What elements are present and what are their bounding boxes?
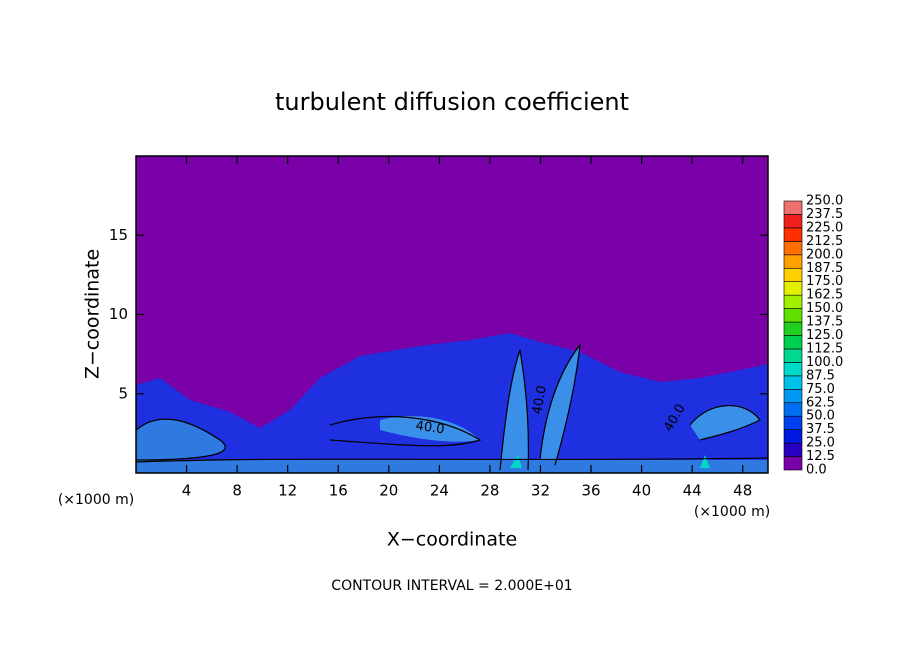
- x-tick-label: 16: [329, 482, 348, 500]
- x-unit-label: (×1000 m): [694, 504, 770, 520]
- field: [135, 156, 769, 473]
- contour-label: 40.0: [415, 419, 446, 438]
- contour-lines: [135, 343, 769, 471]
- colorbar-swatch: [783, 402, 803, 417]
- colorbar-swatch: [783, 200, 803, 215]
- colorbar-swatch: [783, 321, 803, 336]
- colorbar-label: 75.0: [806, 382, 835, 397]
- x-tick-label: 12: [278, 482, 297, 500]
- colorbar-swatch: [783, 362, 803, 377]
- colorbar-label: 62.5: [806, 395, 835, 410]
- colorbar-label: 100.0: [806, 355, 843, 370]
- colorbar-label: 25.0: [806, 436, 835, 451]
- field-streak: [690, 405, 760, 440]
- colorbar-label: 237.5: [806, 207, 843, 222]
- x-tick-label: 24: [430, 482, 449, 500]
- colorbar-label: 162.5: [806, 288, 843, 303]
- colorbar-swatch: [783, 281, 803, 296]
- colorbar-swatch: [783, 254, 803, 269]
- field-streak: [136, 460, 768, 473]
- colorbar-label: 187.5: [806, 261, 843, 276]
- x-tick-label: 4: [182, 482, 192, 500]
- colorbar-swatch: [783, 415, 803, 430]
- field-streak: [540, 345, 580, 465]
- x-tick-label: 20: [379, 482, 398, 500]
- colorbar-label: 112.5: [806, 341, 843, 356]
- colorbar-swatch: [783, 214, 803, 229]
- field-streak: [136, 419, 226, 460]
- colorbar-swatch: [783, 456, 803, 471]
- footer: CONTOUR INTERVAL = 2.000E+01: [331, 578, 572, 594]
- y-axis-label: Z−coordinate: [82, 249, 104, 379]
- x-axis-label: X−coordinate: [387, 529, 517, 551]
- colorbar-label: 12.5: [806, 449, 835, 464]
- x-tick-label: 36: [581, 482, 600, 500]
- colorbar-swatch: [783, 442, 803, 457]
- x-tick-label: 32: [531, 482, 550, 500]
- colorbar-label: 50.0: [806, 409, 835, 424]
- contour-label: 40.0: [530, 384, 550, 415]
- colorbar-label: 0.0: [806, 463, 827, 478]
- y-tick-label: 10: [109, 305, 128, 323]
- colorbar-swatch: [783, 227, 803, 242]
- x-tick-label: 40: [632, 482, 651, 500]
- colorbar-label: 137.5: [806, 315, 843, 330]
- colorbar-label: 175.0: [806, 274, 843, 289]
- x-tick-label: 48: [733, 482, 752, 500]
- x-tick-label: 28: [480, 482, 499, 500]
- colorbar-label: 250.0: [806, 194, 843, 209]
- field-streak: [500, 350, 529, 470]
- x-tick-label: 44: [683, 482, 702, 500]
- field-region: [136, 333, 768, 473]
- colorbar-label: 125.0: [806, 328, 843, 343]
- colorbar-swatch: [783, 335, 803, 350]
- colorbar-label: 212.5: [806, 234, 843, 249]
- x-tick-label: 8: [232, 482, 242, 500]
- colorbar-swatch: [783, 388, 803, 404]
- colorbar-label: 200.0: [806, 247, 843, 262]
- field-streak: [380, 416, 480, 442]
- colorbar-label: 150.0: [806, 301, 843, 316]
- y-tick-label: 15: [109, 226, 128, 244]
- colorbar-label: 87.5: [806, 368, 835, 383]
- chart-title: turbulent diffusion coefficient: [275, 88, 629, 116]
- colorbar-swatch: [783, 294, 803, 309]
- colorbar-swatch: [783, 308, 803, 323]
- colorbar-swatch: [783, 375, 803, 390]
- colorbar-label: 37.5: [806, 422, 835, 437]
- x-unit-label: (×1000 m): [58, 492, 134, 508]
- colorbar-label: 225.0: [806, 220, 843, 235]
- colorbar-swatch: [783, 429, 803, 444]
- colorbar-swatch: [783, 267, 803, 282]
- y-tick-label: 5: [118, 384, 128, 402]
- colorbar-swatch: [783, 241, 803, 256]
- colorbar-swatch: [783, 348, 803, 363]
